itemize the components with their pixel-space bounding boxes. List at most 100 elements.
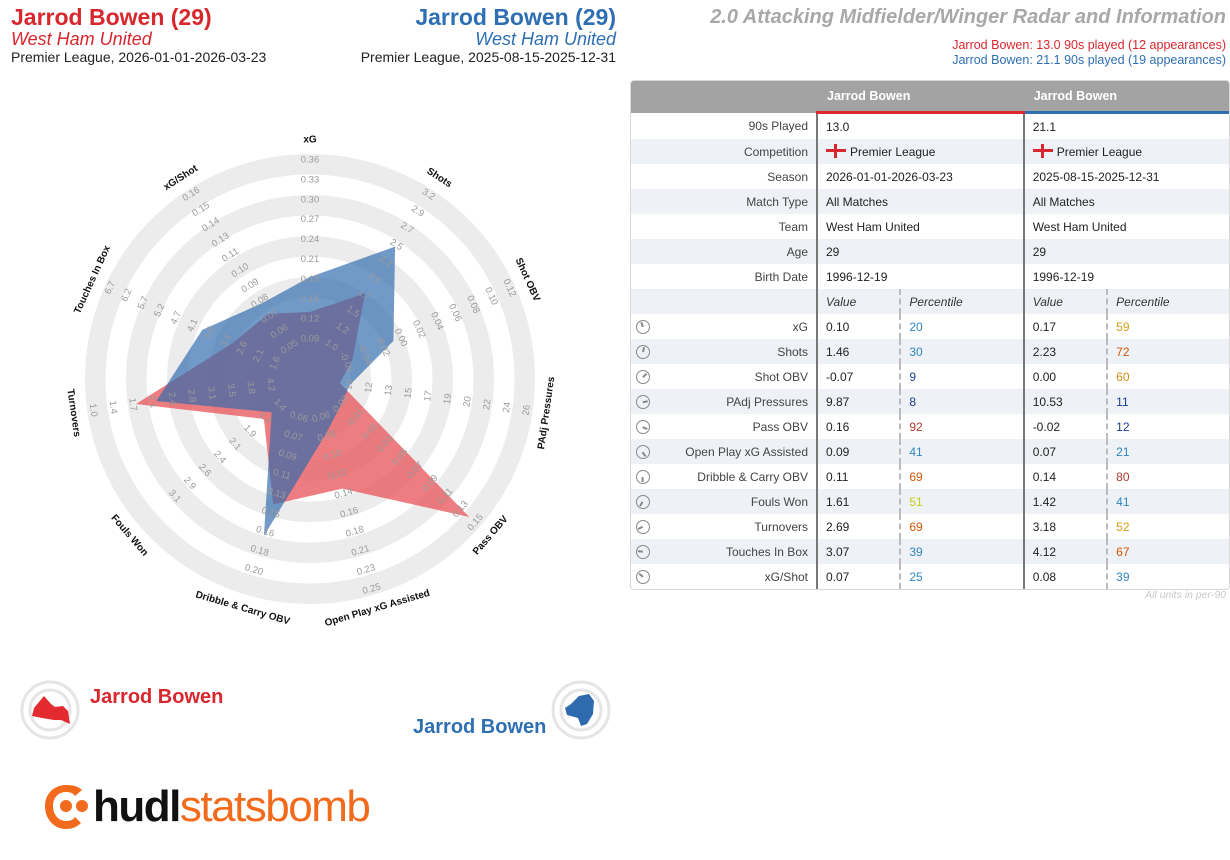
stat-label: xG — [792, 319, 808, 334]
radar-tick-label: 3.1 — [205, 386, 218, 401]
radar-tick-label: 0.33 — [301, 174, 320, 185]
units-note: All units in per-90 — [1145, 589, 1226, 601]
england-flag-icon — [826, 144, 846, 158]
radar-tick-label: 0.09 — [301, 334, 320, 345]
gauge-icon — [636, 444, 650, 459]
radar-tick-label: 4.2 — [264, 377, 277, 392]
radar-axis-label: PAdj Pressures — [536, 376, 557, 450]
legend-blue-icon — [551, 680, 611, 740]
stat-percentile: 11 — [1106, 389, 1229, 414]
legend-red-icon — [20, 680, 80, 740]
statsbomb-logo-icon — [45, 785, 88, 829]
info-value-p1: 1996-12-19 — [816, 264, 1024, 289]
stat-value: 2.23 — [1022, 339, 1108, 364]
info-value-text: 13.0 — [826, 119, 850, 134]
radar-tick-label: 0.11 — [272, 467, 292, 483]
subtitle-blue: Jarrod Bowen: 21.1 90s played (19 appear… — [952, 53, 1226, 67]
radar-tick-label: 0.12 — [328, 467, 349, 483]
info-value-p1: 29 — [816, 239, 1024, 264]
stat-percentile: 41 — [1106, 489, 1229, 514]
blank-cell — [631, 289, 650, 314]
logo-brand-suffix: statsbomb — [179, 782, 371, 831]
gauge-icon — [636, 419, 650, 434]
radar-tick-label: 6.7 — [103, 280, 118, 297]
info-label: Birth Date — [754, 269, 808, 284]
gauge-icon — [636, 519, 650, 534]
stat-value: 4.12 — [1022, 539, 1108, 564]
radar-tick-label: 0.06 — [311, 409, 332, 425]
radar-tick-label: 0.18 — [249, 543, 270, 559]
stat-value: -0.07 — [815, 364, 901, 389]
left-player-header: Jarrod Bowen (29) — [11, 4, 212, 30]
table-header-blank — [631, 81, 650, 113]
stat-icon-cell — [631, 564, 650, 589]
stat-value: 1.61 — [815, 489, 901, 514]
info-value-text: 1996-12-19 — [1032, 269, 1095, 284]
info-value-p1: Premier League — [816, 139, 1024, 164]
radar-tick-label: 0.15 — [301, 294, 320, 305]
stat-icon-cell — [631, 539, 650, 564]
radar-tick-label: 0.27 — [301, 214, 320, 225]
stat-percentile: 72 — [1106, 339, 1229, 364]
stat-row: Dribble & Carry OBV 0.11 69 0.14 80 — [631, 464, 1229, 489]
info-icon-cell — [631, 264, 650, 289]
stat-label: PAdj Pressures — [650, 389, 817, 414]
info-value-text: 29 — [826, 244, 840, 259]
stat-percentile: 52 — [1106, 514, 1229, 539]
info-label: 90s Played — [748, 118, 808, 133]
radar-tick-label: 22 — [481, 398, 493, 410]
england-flag-icon — [1032, 144, 1053, 158]
info-value-text: All Matches — [826, 194, 889, 209]
radar-tick-label: 0.25 — [361, 581, 382, 597]
stat-value: 0.10 — [815, 314, 901, 339]
radar-tick-label: 2.4 — [166, 392, 179, 407]
stat-value: -0.02 — [1022, 414, 1108, 439]
table-header-row: Jarrod Bowen Jarrod Bowen — [631, 81, 1229, 114]
radar-tick-label: 2.6 — [235, 340, 250, 357]
stat-row: Turnovers 2.69 69 3.18 52 — [631, 514, 1229, 539]
radar-tick-label: 0.09 — [277, 448, 298, 464]
left-player-competition: Premier League, 2026-01-01-2026-03-23 — [11, 49, 267, 65]
radar-tick-label: 1.4 — [107, 400, 120, 415]
radar-tick-label: 26 — [521, 404, 533, 416]
stat-row: Pass OBV 0.16 92 -0.02 12 — [631, 414, 1229, 439]
radar-tick-label: 24 — [501, 401, 513, 413]
radar-tick-label: 19 — [442, 393, 454, 405]
radar-tick-label: 0.21 — [350, 543, 371, 559]
radar-axis-label: xG — [303, 135, 317, 146]
stat-value: 0.07 — [815, 564, 901, 589]
info-label: Competition — [650, 139, 817, 164]
stat-label: Touches In Box — [650, 539, 817, 564]
stat-value: 3.18 — [1022, 514, 1108, 539]
stat-percentile: 39 — [1106, 564, 1229, 589]
stat-value: 1.42 — [1022, 489, 1108, 514]
radar-tick-label: 0.18 — [301, 274, 320, 285]
stat-value: 0.07 — [1022, 439, 1108, 464]
radar-tick-label: 6.2 — [119, 287, 134, 304]
stat-percentile: 67 — [1106, 539, 1229, 564]
info-label: Match Type — [650, 189, 817, 214]
stat-icon-cell — [631, 514, 650, 539]
info-value-p2: Premier League — [1022, 139, 1229, 164]
info-value-text: 2026-01-01-2026-03-23 — [826, 169, 953, 184]
radar-tick-label: 3.1 — [218, 332, 233, 349]
radar-tick-label: 2.1 — [251, 347, 266, 364]
radar-tick-label: 1.7 — [126, 397, 139, 412]
info-icon-cell — [631, 214, 650, 239]
gauge-icon — [636, 494, 650, 509]
radar-tick-label: 0.24 — [301, 234, 320, 245]
info-value-p2: 2025-08-15-2025-12-31 — [1022, 164, 1229, 189]
stat-value: 3.07 — [815, 539, 901, 564]
info-label: Age — [650, 239, 817, 264]
info-value-text: 21.1 — [1032, 119, 1057, 134]
stat-row: xG 0.10 20 0.17 59 — [631, 314, 1229, 339]
radar-tick-label: 0.16 — [339, 505, 360, 521]
stat-label: Shot OBV — [754, 369, 808, 384]
chart-title: 2.0 Attacking Midfielder/Winger Radar an… — [710, 6, 1226, 28]
radar-tick-label: 1.6 — [268, 355, 283, 372]
stat-icon-cell — [631, 314, 650, 339]
info-row: Competition Premier League Premier League — [631, 139, 1229, 164]
gauge-icon — [636, 394, 650, 409]
gauge-icon — [636, 469, 650, 484]
info-label: Team — [778, 219, 808, 234]
